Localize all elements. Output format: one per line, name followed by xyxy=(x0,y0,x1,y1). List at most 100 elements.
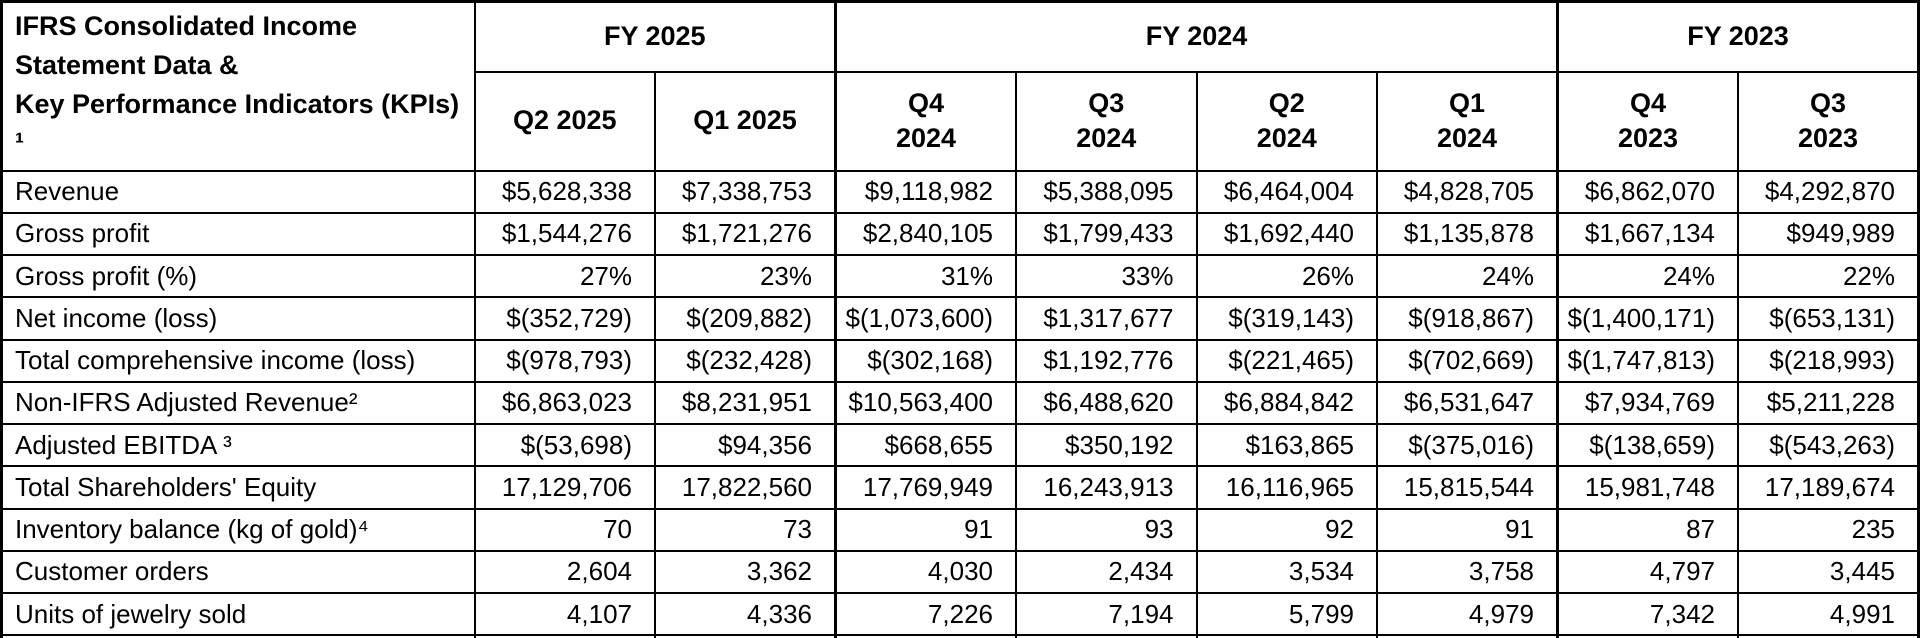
data-cell: 27% xyxy=(473,254,656,299)
data-cell: $(702,669) xyxy=(1376,338,1559,383)
row-label: Inventory balance (kg of gold)⁴ xyxy=(0,507,476,552)
data-cell: $350,192 xyxy=(1015,423,1198,468)
data-cell: $2,840,105 xyxy=(834,211,1017,257)
data-cell: $(138,659) xyxy=(1556,423,1739,468)
data-cell: 17,129,706 xyxy=(473,465,656,510)
row-label: Total Shareholders' Equity xyxy=(0,465,476,510)
data-cell: 92 xyxy=(1195,507,1378,552)
data-cell: $5,628,338 xyxy=(473,169,656,214)
data-cell: $(232,428) xyxy=(654,338,837,383)
table-row: Adjusted EBITDA ³ $(53,698) $94,356 $668,65… xyxy=(0,423,1920,468)
data-cell: $4,292,870 xyxy=(1737,169,1920,214)
data-cell: $1,799,433 xyxy=(1015,211,1198,257)
fy-2023-header: FY 2023 xyxy=(1556,0,1920,73)
data-cell: $6,863,023 xyxy=(473,380,656,426)
quarter-header-q1-2025: Q1 2025 xyxy=(654,70,837,172)
data-cell: 15,981,748 xyxy=(1556,465,1739,510)
data-cell: $(53,698) xyxy=(473,423,656,468)
data-cell: $6,862,070 xyxy=(1556,169,1739,214)
data-cell: 3,534 xyxy=(1195,549,1378,595)
data-cell: 16,243,913 xyxy=(1015,465,1198,510)
data-cell: $949,989 xyxy=(1737,211,1920,257)
table-row: Gross profit $1,544,276 $1,721,276 $2,840,1… xyxy=(0,211,1920,257)
data-cell: 31% xyxy=(834,254,1017,299)
quarter-header-q1-2024: Q1 2024 xyxy=(1376,70,1559,172)
table-row: Total Shareholders' Equity 17,129,706 17,8… xyxy=(0,465,1920,510)
quarter-header-q2-2025: Q2 2025 xyxy=(473,70,656,172)
data-cell: $(918,867) xyxy=(1376,296,1559,341)
data-cell: $1,692,440 xyxy=(1195,211,1378,257)
quarter-header-row: Q2 2025 Q1 2025 Q4 2024 Q3 2024 Q2 2024 … xyxy=(2,70,1920,172)
data-cell: $(978,793) xyxy=(473,338,656,383)
data-cell: $(319,143) xyxy=(1195,296,1378,341)
data-cell: $4,828,705 xyxy=(1376,169,1559,214)
row-label: Total comprehensive income (loss) xyxy=(0,338,476,383)
data-cell: 45 xyxy=(654,634,837,638)
table-row: Net income (loss) $(352,729) $(209,882) $(1… xyxy=(0,296,1920,341)
quarter-header-q4-2024: Q4 2024 xyxy=(834,70,1017,172)
row-label: Non-IFRS Adjusted Revenue² xyxy=(0,380,476,426)
data-cell: 2,604 xyxy=(473,549,656,595)
data-cell: $1,135,878 xyxy=(1376,211,1559,257)
data-cell: $(302,168) xyxy=(834,338,1017,383)
data-cell: $1,721,276 xyxy=(654,211,837,257)
data-cell: 87 xyxy=(1556,507,1739,552)
row-label: Revenue xyxy=(0,169,476,214)
data-cell: 24% xyxy=(1376,254,1559,299)
table-title: IFRS Consolidated Income Statement Data … xyxy=(0,0,476,172)
data-cell: 3,445 xyxy=(1737,549,1920,595)
row-label: Gross profit (%) xyxy=(0,254,476,299)
data-cell: 7,194 xyxy=(1015,592,1198,637)
quarter-header-q3-2023: Q3 2023 xyxy=(1737,70,1920,172)
data-cell: $5,388,095 xyxy=(1015,169,1198,214)
data-cell: $1,192,776 xyxy=(1015,338,1198,383)
table-row: Customer orders 2,604 3,362 4,030 2,434 3,534… xyxy=(0,549,1920,595)
data-cell: 17,769,949 xyxy=(834,465,1017,510)
data-cell: 33% xyxy=(1015,254,1198,299)
table-row: Revenue $5,628,338 $7,338,753 $9,118,982 $5,… xyxy=(0,169,1920,214)
data-cell: 26% xyxy=(1195,254,1378,299)
data-cell: 4,030 xyxy=(834,549,1017,595)
data-cell: $9,118,982 xyxy=(834,169,1017,214)
row-label: Adjusted EBITDA ³ xyxy=(0,423,476,468)
data-cell: 4,979 xyxy=(1376,592,1559,637)
fiscal-year-header-row: IFRS Consolidated Income Statement Data … xyxy=(0,0,1920,172)
data-cell: 5,799 xyxy=(1195,592,1378,637)
data-cell: $(218,993) xyxy=(1737,338,1920,383)
data-cell: 45 xyxy=(1376,634,1559,638)
row-label: Gross profit xyxy=(0,211,476,257)
data-cell: $8,231,951 xyxy=(654,380,837,426)
row-label: Units of jewelry sold xyxy=(0,592,476,637)
data-cell: 91 xyxy=(1376,507,1559,552)
data-cell: 58 xyxy=(1195,634,1378,638)
data-cell: $(221,465) xyxy=(1195,338,1378,383)
data-cell: $1,544,276 xyxy=(473,211,656,257)
data-cell: $163,865 xyxy=(1195,423,1378,468)
data-cell: 45 xyxy=(1737,634,1920,638)
data-cell: 15,815,544 xyxy=(1376,465,1559,510)
data-cell: 73 xyxy=(834,634,1017,638)
data-cell: 73 xyxy=(654,507,837,552)
data-cell: 3,362 xyxy=(654,549,837,595)
data-cell: 2,434 xyxy=(1015,549,1198,595)
data-cell: 4,107 xyxy=(473,592,656,637)
fy-2025-header: FY 2025 xyxy=(473,0,837,73)
row-label: Customer orders xyxy=(0,549,476,595)
data-cell: $1,317,677 xyxy=(1015,296,1198,341)
data-cell: 4,797 xyxy=(1556,549,1739,595)
data-cell: $(1,747,813) xyxy=(1556,338,1739,383)
table-row: Total comprehensive income (loss) $(978,7… xyxy=(0,338,1920,383)
table-row: Inventory balance (kg of gold)⁴ 70 73 91 93 9… xyxy=(0,507,1920,552)
data-cell: 24% xyxy=(1556,254,1739,299)
data-cell: $7,338,753 xyxy=(654,169,837,214)
data-cell: 42 xyxy=(473,634,656,638)
quarter-header-q4-2023: Q4 2023 xyxy=(1556,70,1739,172)
data-cell: $6,531,647 xyxy=(1376,380,1559,426)
data-cell: $(209,882) xyxy=(654,296,837,341)
fy-2024-header: FY 2024 xyxy=(834,0,1559,73)
data-cell: 235 xyxy=(1737,507,1920,552)
data-cell: 93 xyxy=(1015,507,1198,552)
data-cell: $(543,263) xyxy=(1737,423,1920,468)
data-cell: $(1,400,171) xyxy=(1556,296,1739,341)
